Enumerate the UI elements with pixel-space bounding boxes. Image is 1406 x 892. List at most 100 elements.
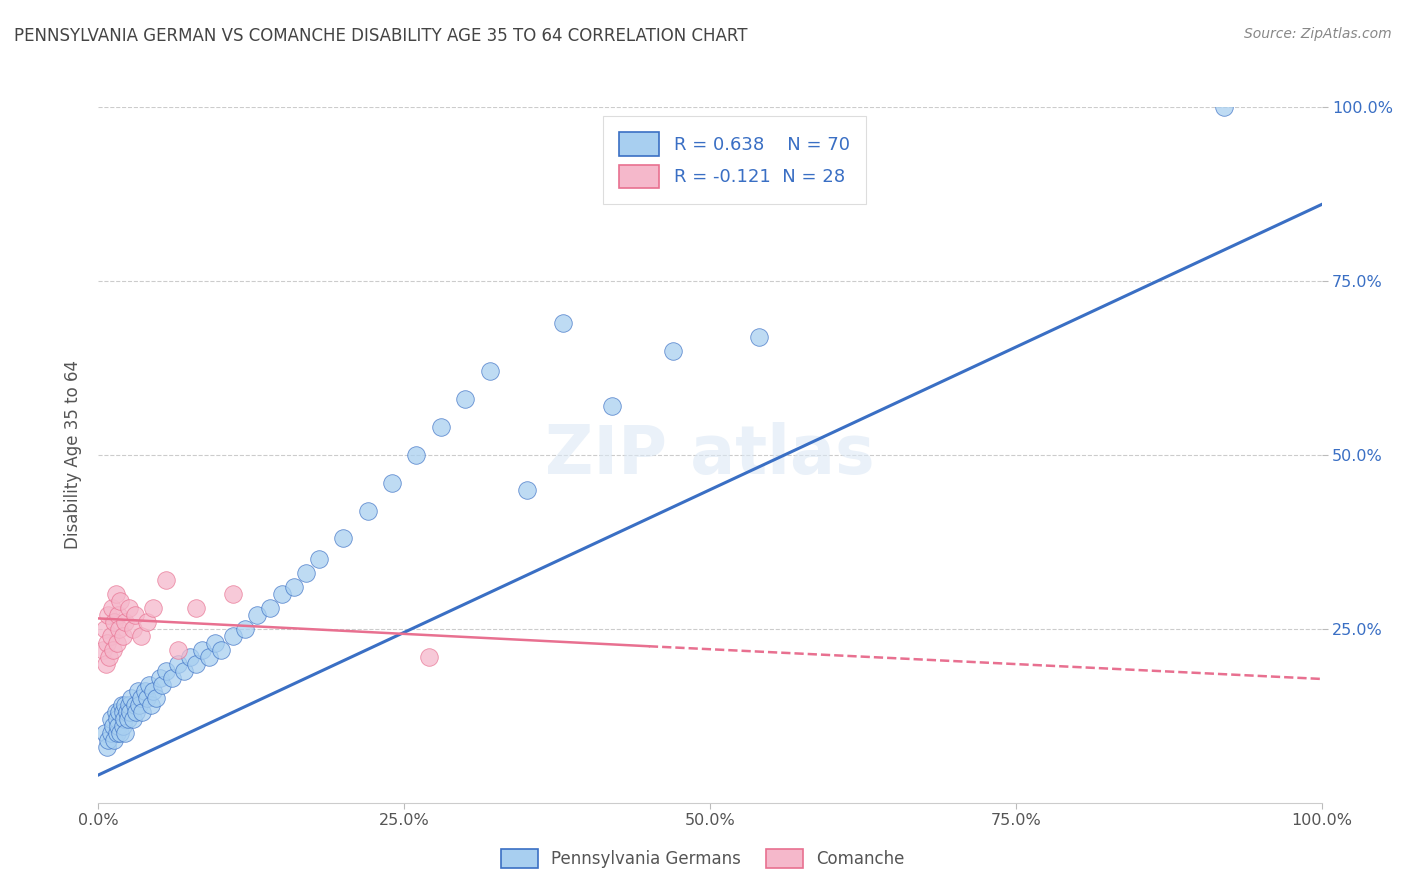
Point	[115, 706, 138, 720]
Point	[454, 392, 477, 407]
Point	[283, 580, 305, 594]
Point	[136, 615, 159, 629]
Point	[93, 726, 115, 740]
Point	[134, 684, 156, 698]
Point	[332, 532, 354, 546]
Point	[110, 594, 132, 608]
Point	[515, 483, 537, 497]
Point	[127, 684, 149, 698]
Point	[100, 629, 122, 643]
Point	[1212, 100, 1234, 114]
Legend: Pennsylvania Germans, Comanche: Pennsylvania Germans, Comanche	[495, 842, 911, 875]
Point	[381, 475, 404, 490]
Point	[114, 615, 136, 629]
Point	[100, 726, 122, 740]
Point	[118, 601, 141, 615]
Point	[308, 552, 330, 566]
Point	[96, 740, 118, 755]
Point	[117, 712, 139, 726]
Point	[97, 607, 120, 622]
Point	[118, 698, 141, 713]
Point	[96, 636, 118, 650]
Point	[145, 691, 167, 706]
Point	[128, 698, 150, 713]
Point	[553, 316, 575, 330]
Point	[418, 649, 440, 664]
Point	[129, 629, 152, 643]
Point	[111, 698, 134, 713]
Point	[98, 649, 121, 664]
Point	[430, 420, 453, 434]
Point	[105, 726, 128, 740]
Point	[103, 733, 125, 747]
Point	[295, 566, 318, 581]
Point	[259, 601, 281, 615]
Point	[104, 587, 127, 601]
Point	[129, 691, 152, 706]
Point	[204, 636, 226, 650]
Point	[160, 671, 183, 685]
Text: PENNSYLVANIA GERMAN VS COMANCHE DISABILITY AGE 35 TO 64 CORRELATION CHART: PENNSYLVANIA GERMAN VS COMANCHE DISABILI…	[14, 27, 748, 45]
Point	[222, 587, 245, 601]
Point	[124, 607, 146, 622]
Point	[94, 657, 117, 671]
Point	[142, 684, 165, 698]
Text: Source: ZipAtlas.com: Source: ZipAtlas.com	[1244, 27, 1392, 41]
Point	[662, 343, 685, 358]
Point	[101, 601, 124, 615]
Point	[93, 622, 115, 636]
Point	[111, 629, 134, 643]
Point	[91, 642, 114, 657]
Point	[197, 649, 219, 664]
Point	[149, 671, 172, 685]
Point	[138, 677, 160, 691]
Point	[139, 698, 162, 713]
Point	[233, 622, 256, 636]
Point	[107, 607, 129, 622]
Point	[167, 657, 190, 671]
Point	[108, 622, 131, 636]
Point	[186, 657, 208, 671]
Point	[105, 712, 128, 726]
Point	[120, 706, 142, 720]
Point	[150, 677, 173, 691]
Point	[405, 448, 427, 462]
Point	[155, 573, 177, 587]
Point	[186, 601, 208, 615]
Point	[600, 399, 623, 413]
Point	[103, 615, 125, 629]
Text: ZIP atlas: ZIP atlas	[546, 422, 875, 488]
Legend: R = 0.638    N = 70, R = -0.121  N = 28: R = 0.638 N = 70, R = -0.121 N = 28	[603, 116, 866, 204]
Point	[121, 712, 143, 726]
Point	[112, 712, 135, 726]
Point	[100, 712, 122, 726]
Point	[110, 726, 132, 740]
Point	[155, 664, 177, 678]
Point	[114, 726, 136, 740]
Point	[120, 691, 142, 706]
Point	[121, 622, 143, 636]
Point	[356, 503, 378, 517]
Point	[167, 642, 190, 657]
Point	[104, 706, 127, 720]
Y-axis label: Disability Age 35 to 64: Disability Age 35 to 64	[65, 360, 83, 549]
Point	[105, 636, 128, 650]
Point	[136, 691, 159, 706]
Point	[111, 719, 134, 733]
Point	[107, 719, 129, 733]
Point	[270, 587, 294, 601]
Point	[114, 698, 136, 713]
Point	[191, 642, 214, 657]
Point	[179, 649, 201, 664]
Point	[125, 706, 148, 720]
Point	[101, 719, 124, 733]
Point	[173, 664, 195, 678]
Point	[478, 364, 501, 378]
Point	[111, 706, 134, 720]
Point	[246, 607, 269, 622]
Point	[124, 698, 146, 713]
Point	[108, 706, 131, 720]
Point	[131, 706, 153, 720]
Point	[101, 642, 124, 657]
Point	[209, 642, 232, 657]
